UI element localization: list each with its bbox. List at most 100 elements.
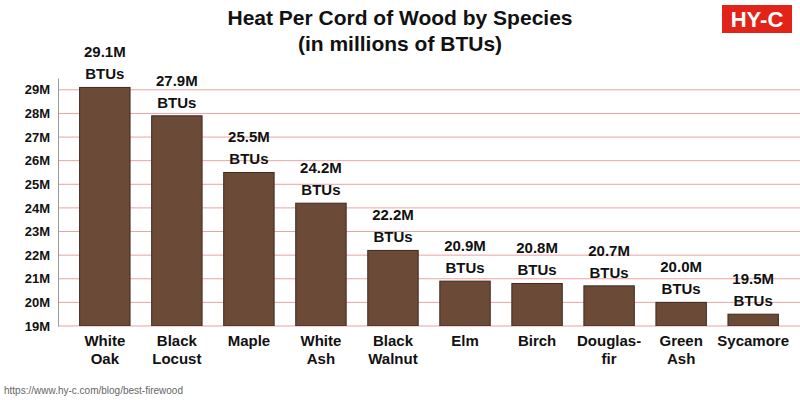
x-tick-label-line: Ash bbox=[307, 350, 335, 367]
data-label: 20.0M BTUs bbox=[660, 258, 702, 297]
x-tick-label-line: Walnut bbox=[368, 350, 417, 367]
x-tick-label-line: White bbox=[301, 332, 342, 349]
y-tick: 27M bbox=[25, 130, 58, 145]
data-label-line: BTUs bbox=[517, 261, 556, 278]
bar bbox=[80, 87, 130, 326]
title: Heat Per Cord of Wood by Species bbox=[227, 6, 572, 29]
y-tick: 24M bbox=[25, 201, 58, 216]
bar bbox=[728, 314, 778, 326]
bar bbox=[224, 172, 274, 326]
x-tick-label-line: Black bbox=[157, 332, 198, 349]
background bbox=[0, 0, 800, 400]
y-tick-label: 29M bbox=[25, 82, 50, 97]
x-tick-label-line: Green bbox=[659, 332, 702, 349]
data-label-line: BTUs bbox=[590, 264, 629, 281]
data-label-line: BTUs bbox=[445, 259, 484, 276]
data-label-line: BTUs bbox=[229, 150, 268, 167]
x-tick-label-line: Oak bbox=[91, 350, 120, 367]
data-label-line: BTUs bbox=[301, 181, 340, 198]
y-tick-label: 24M bbox=[25, 201, 50, 216]
x-tick-label: Birch bbox=[518, 332, 556, 349]
data-label: 22.2MBTUs bbox=[372, 206, 414, 245]
x-tick-label-line: Sycamore bbox=[717, 332, 789, 349]
bars bbox=[80, 87, 779, 326]
data-labels: 29.1MBTUs27.9MBTUs25.5MBTUs24.2MBTUs22.2… bbox=[84, 43, 774, 309]
bar bbox=[584, 286, 634, 326]
data-label-line: BTUs bbox=[157, 94, 196, 111]
grid bbox=[58, 90, 800, 326]
y-tick: 22M bbox=[25, 248, 58, 263]
logo: HY-C bbox=[731, 7, 784, 32]
x-tick-label: BlackLocust bbox=[152, 332, 201, 367]
data-label-line: BTUs bbox=[373, 228, 412, 245]
data-label-line: 24.2M bbox=[300, 159, 342, 176]
x-tick-label: Maple bbox=[228, 332, 271, 349]
grid-line bbox=[58, 89, 800, 90]
y-tick: 20M bbox=[25, 295, 58, 310]
logo-box bbox=[722, 5, 792, 33]
x-tick-label-line: Douglas- bbox=[577, 332, 641, 349]
x-tick: Elm bbox=[451, 326, 479, 349]
data-label: 29.1M BTUs bbox=[84, 43, 126, 82]
y-tick: 29M bbox=[25, 82, 58, 97]
y-tick: 25M bbox=[25, 177, 58, 192]
data-label: 20.9M BTUs bbox=[444, 237, 486, 276]
bar bbox=[152, 116, 202, 326]
y-axis: 19M 20M 21M 22M 23M 24M 25M 26M 27M 28M 29M bbox=[25, 79, 59, 334]
bar bbox=[296, 203, 346, 326]
bar bbox=[368, 250, 418, 326]
bar bbox=[512, 283, 562, 326]
x-tick-label: WhiteAsh bbox=[301, 332, 342, 367]
data-label: 19.5MBTUs bbox=[732, 270, 774, 309]
x-tick-label-line: Locust bbox=[152, 350, 201, 367]
data-label-line: 29.1M bbox=[84, 43, 126, 60]
data-label-line: 20.0M bbox=[660, 258, 702, 275]
x-tick: Birch bbox=[518, 326, 556, 349]
y-axis-line bbox=[58, 79, 59, 327]
data-label-line: 20.7M bbox=[588, 242, 630, 259]
x-tick: WhiteAsh bbox=[301, 326, 342, 367]
data-label-line: 19.5M bbox=[732, 270, 774, 287]
x-tick-label: Douglas-fir bbox=[577, 332, 641, 367]
data-label-line: 20.8M bbox=[516, 239, 558, 256]
x-tick: Douglas-fir bbox=[577, 326, 641, 367]
bar bbox=[656, 302, 706, 326]
data-label: 25.5M BTUs bbox=[228, 128, 270, 167]
x-tick-label-line: White bbox=[84, 332, 125, 349]
source: https://www.hy-c.com/blog/best-firewood bbox=[4, 385, 183, 396]
y-tick-label: 25M bbox=[25, 177, 50, 192]
x-tick-label-line: Maple bbox=[228, 332, 271, 349]
x-tick-label-line: Ash bbox=[667, 350, 695, 367]
y-tick-label: 22M bbox=[25, 248, 50, 263]
x-tick-label-line: fir bbox=[602, 350, 617, 367]
data-label: 20.8M BTUs bbox=[516, 239, 558, 278]
data-label-line: BTUs bbox=[85, 65, 124, 82]
bar bbox=[440, 281, 490, 326]
x-tick: Sycamore bbox=[717, 326, 789, 349]
x-tick: GreenAsh bbox=[659, 326, 702, 367]
y-tick: 23M bbox=[25, 224, 58, 239]
x-tick-label-line: Birch bbox=[518, 332, 556, 349]
data-label: 27.9M BTUs bbox=[156, 72, 198, 111]
y-tick-label: 20M bbox=[25, 295, 50, 310]
y-tick-label: 23M bbox=[25, 224, 50, 239]
y-tick: 26M bbox=[25, 153, 58, 168]
x-tick: Maple bbox=[228, 326, 271, 349]
x-tick: BlackWalnut bbox=[368, 326, 417, 367]
subtitle: (in millions of BTUs) bbox=[298, 32, 502, 55]
x-tick-label-line: Black bbox=[373, 332, 414, 349]
y-tick-label: 21M bbox=[25, 271, 50, 286]
y-tick-label: 19M bbox=[25, 319, 50, 334]
y-tick: 19M bbox=[25, 319, 58, 334]
x-axis: WhiteOakBlackLocustMapleWhiteAshBlackWal… bbox=[84, 326, 789, 367]
grid-line bbox=[58, 113, 800, 114]
data-label-line: 20.9M bbox=[444, 237, 486, 254]
data-label-line: 25.5M bbox=[228, 128, 270, 145]
data-label-line: BTUs bbox=[662, 280, 701, 297]
y-tick-label: 26M bbox=[25, 153, 50, 168]
y-tick: 28M bbox=[25, 106, 58, 121]
data-label-line: 27.9M bbox=[156, 72, 198, 89]
x-tick-label: Sycamore bbox=[717, 332, 789, 349]
y-tick-label: 27M bbox=[25, 130, 50, 145]
x-tick: WhiteOak bbox=[84, 326, 125, 367]
